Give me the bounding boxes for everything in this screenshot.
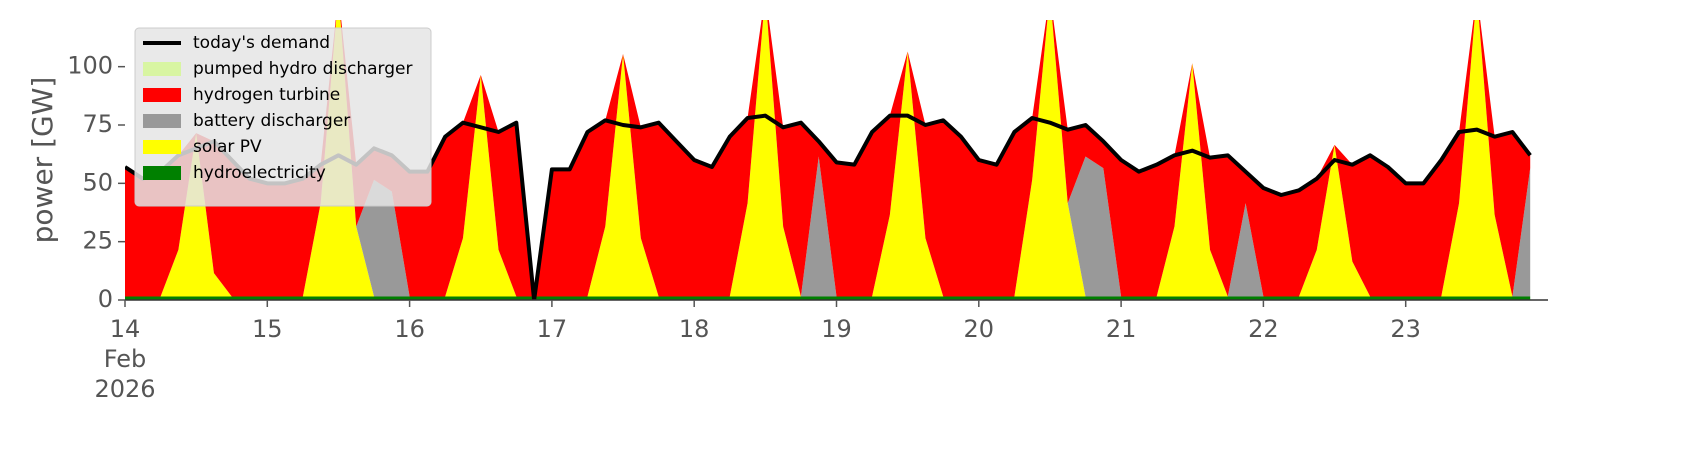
y-tick-label: 100	[67, 52, 113, 80]
legend-swatch	[143, 140, 181, 154]
x-tick-label: 19	[821, 315, 852, 343]
area	[125, 20, 1531, 297]
legend-swatch	[143, 114, 181, 128]
y-tick-label: 25	[82, 227, 113, 255]
x-tick-label: 16	[394, 315, 425, 343]
legend-label: today's demand	[193, 33, 330, 53]
y-tick-label: 0	[98, 285, 113, 313]
x-tick-label: 17	[536, 315, 568, 343]
area	[125, 20, 1531, 297]
legend-label: hydrogen turbine	[193, 85, 340, 105]
legend-swatch	[143, 88, 181, 102]
x-tick-label: 21	[1105, 315, 1137, 343]
y-tick-label: 50	[82, 168, 113, 196]
area	[125, 296, 1531, 300]
area	[125, 20, 1531, 297]
x-tick-label: 20	[963, 315, 995, 343]
legend-swatch	[143, 62, 181, 76]
x-tick-label: 18	[678, 315, 710, 343]
x-tick-label: 23	[1390, 315, 1421, 343]
y-tick-label: 75	[82, 110, 113, 138]
legend: today's demand pumped hydro discharger hyd…	[134, 27, 432, 207]
legend-label: hydroelectricity	[193, 163, 326, 183]
legend-swatch	[143, 166, 181, 180]
y-axis-label: power [GW]	[26, 77, 59, 244]
legend-label: battery discharger	[193, 111, 350, 131]
x-tick-label: 14 Feb 2026	[94, 315, 156, 403]
legend-box	[134, 27, 432, 207]
x-tick-label: 15	[252, 315, 283, 343]
legend-label: solar PV	[193, 137, 262, 157]
legend-label: pumped hydro discharger	[193, 59, 412, 79]
x-tick-label: 22	[1248, 315, 1279, 343]
